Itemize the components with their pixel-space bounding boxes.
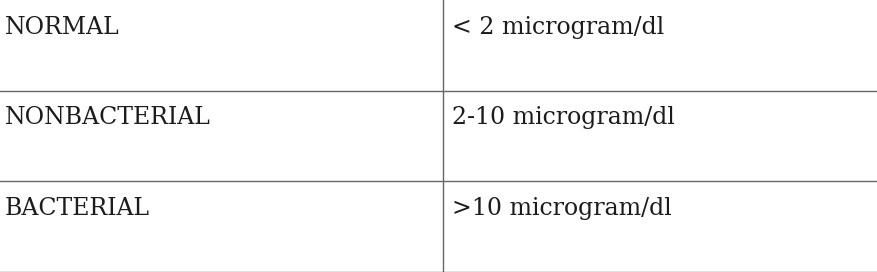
Text: 2-10 microgram/dl: 2-10 microgram/dl [452,106,674,129]
Text: NONBACTERIAL: NONBACTERIAL [4,106,210,129]
Text: BACTERIAL: BACTERIAL [4,197,149,220]
Text: < 2 microgram/dl: < 2 microgram/dl [452,16,664,39]
Text: >10 microgram/dl: >10 microgram/dl [452,197,671,220]
Text: NORMAL: NORMAL [4,16,119,39]
